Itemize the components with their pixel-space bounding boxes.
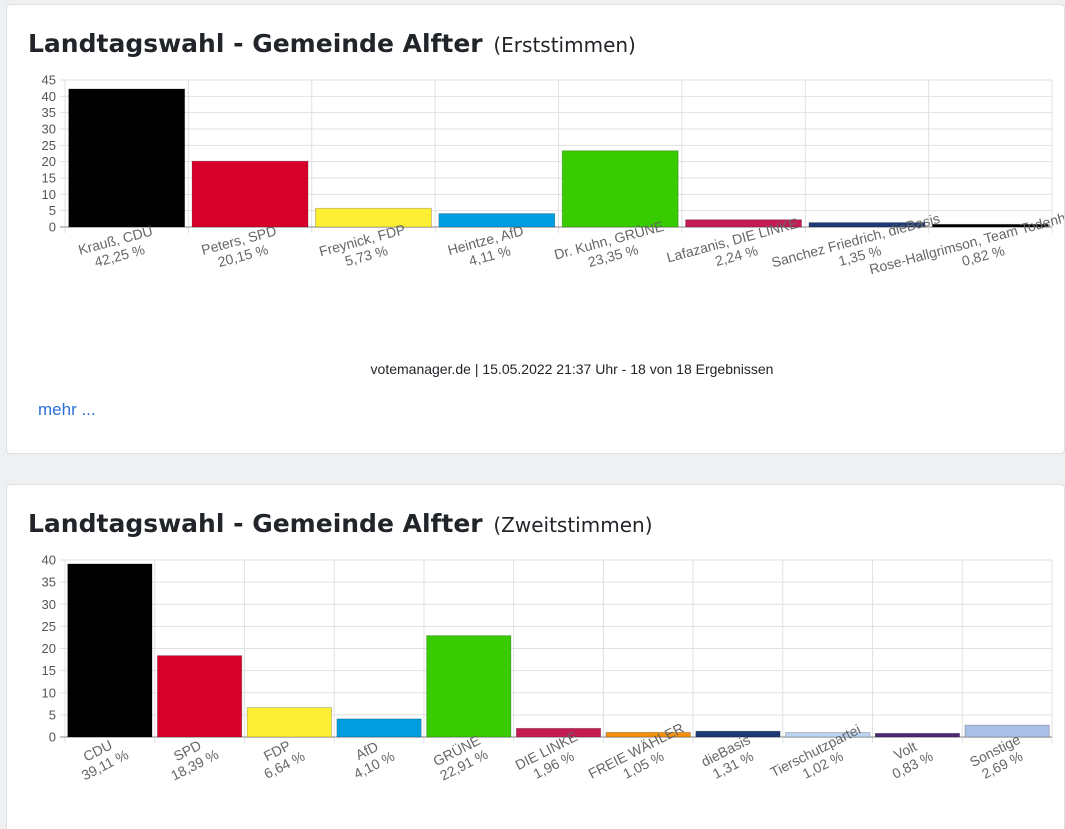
y-tick-label: 0 [49, 730, 56, 745]
y-tick-label: 15 [42, 171, 56, 186]
y-tick-label: 20 [42, 641, 56, 656]
bar-grüne [426, 635, 512, 738]
x-tick-label: Heintze, AfD4,11 % [446, 222, 529, 273]
y-tick-label: 30 [42, 122, 56, 137]
bar-cdu [67, 563, 153, 738]
chart-title: Landtagswahl - Gemeinde Alfter (Zweitsti… [28, 509, 653, 538]
x-tick-label: dieBasis1,31 % [698, 731, 760, 784]
x-tick-label: SPD18,39 % [161, 732, 221, 784]
x-tick-label: Peters, SPD20,15 % [199, 222, 282, 273]
y-tick-label: 40 [42, 553, 56, 568]
bar-sonstige [964, 724, 1050, 738]
y-tick-label: 5 [49, 203, 56, 218]
bar-die-linke [515, 727, 602, 738]
y-tick-label: 5 [49, 707, 56, 722]
y-tick-label: 10 [42, 685, 56, 700]
bar-freie-wähler [605, 731, 691, 738]
bar-tierschutzpartei [785, 732, 871, 738]
x-tick-label: Rose-Hallgrimson, Team Todenhöfer0,82 % [867, 203, 1065, 293]
bar-afd [336, 718, 422, 738]
more-link[interactable]: mehr ... [38, 400, 96, 419]
chart-title-main: Landtagswahl - Gemeinde Alfter [28, 29, 483, 58]
x-tick-label: FREIE WÄHLER1,05 % [586, 720, 694, 796]
bar-lafazanis-die-linke [685, 219, 802, 228]
y-tick-label: 25 [42, 619, 56, 634]
erststimmen-card: Landtagswahl - Gemeinde Alfter (Erststim… [6, 4, 1065, 454]
x-tick-label: FDP6,64 % [254, 734, 307, 782]
chart-title: Landtagswahl - Gemeinde Alfter (Erststim… [28, 29, 636, 58]
y-tick-label: 45 [42, 73, 56, 88]
x-tick-label: GRÜNE22,91 % [430, 731, 491, 784]
bar-krauß-cdu [68, 88, 186, 228]
bar-spd [157, 655, 243, 738]
source-text: votemanager.de | 15.05.2022 21:37 Uhr - … [370, 361, 774, 377]
zweitstimmen-bar-chart: 0 5 10 15 20 25 30 35 40 CDU39,11 % SPD18,39 % FDP6… [42, 553, 1053, 796]
y-tick-label: 20 [42, 154, 56, 169]
y-tick-label: 30 [42, 597, 56, 612]
bar-rose-hallgrimson-team-todenhöfer [931, 223, 1049, 228]
bar-heintze-afd [438, 213, 556, 228]
bar-diebasis [695, 730, 781, 738]
chart-subtitle: (Zweitstimmen) [493, 513, 653, 537]
y-tick-label: 15 [42, 663, 56, 678]
x-tick-label: Freynick, FDP5,73 % [317, 221, 411, 275]
y-tick-label: 40 [42, 89, 56, 104]
y-tick-label: 10 [42, 187, 56, 202]
x-tick-label: Krauß, CDU42,25 % [77, 223, 159, 274]
bar-peters-spd [191, 160, 309, 228]
chart-subtitle: (Erststimmen) [493, 33, 636, 57]
y-tick-label: 0 [49, 220, 56, 235]
bar-freynick-fdp [315, 207, 432, 228]
y-tick-label: 35 [42, 575, 56, 590]
bar-fdp [246, 707, 332, 738]
x-tick-label: CDU39,11 % [72, 732, 131, 783]
chart-title-main: Landtagswahl - Gemeinde Alfter [28, 509, 483, 538]
x-tick-label: Volt0,83 % [882, 734, 935, 782]
y-tick-label: 25 [42, 138, 56, 153]
y-tick-label: 35 [42, 105, 56, 120]
bar-volt [874, 732, 960, 738]
bar-sanchez-friedrich-diebasis [808, 222, 926, 228]
x-tick-label: AfD4,10 % [344, 734, 397, 782]
x-tick-label: Sonstige2,69 % [967, 731, 1030, 784]
bar-dr-kuhn-grüne [561, 150, 679, 228]
zweitstimmen-card: Landtagswahl - Gemeinde Alfter (Zweitsti… [6, 484, 1065, 829]
